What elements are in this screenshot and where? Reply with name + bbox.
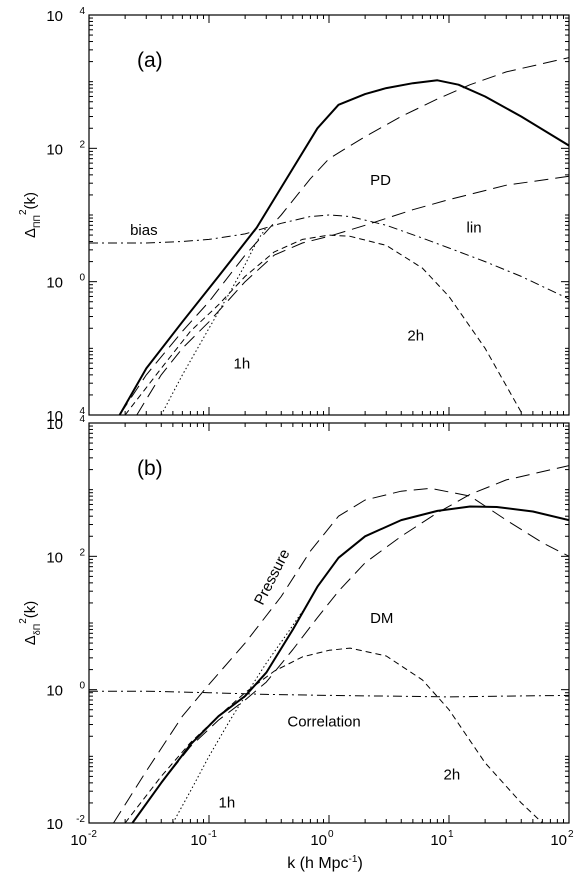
panel-label: (b): [137, 457, 163, 480]
series-line-solid: [131, 505, 569, 823]
y-tick-label-base: 10: [46, 816, 63, 833]
y-axis-label-sup: 2: [18, 209, 29, 215]
curve-annotation: 2h: [444, 766, 461, 783]
y-tick-label-base: 10: [46, 8, 63, 25]
series-line-solid: [118, 79, 569, 415]
curve-annotation: 1h: [219, 795, 236, 812]
y-axis-label-sub: δΠ: [32, 624, 42, 636]
y-tick-label-exponent: 0: [79, 681, 85, 692]
series-line-shortdash: [124, 647, 543, 823]
series-line-dotted: [160, 227, 267, 415]
series-line-longdash: [131, 465, 569, 823]
y-axis-label: ΔΠΠ2(k): [18, 192, 42, 238]
y-axis-label-sub: ΠΠ: [32, 215, 42, 228]
curve-annotation: Pressure: [251, 547, 293, 608]
y-tick-label: 10: [46, 275, 63, 292]
x-tick-label: 10: [550, 832, 567, 849]
y-tick-label-exponent: 0: [79, 273, 85, 284]
y-tick-label: 10: [46, 549, 63, 566]
y-axis-label-sup: 2: [18, 618, 29, 624]
panel-b: 10 410 210 010 -210 -2 10 -1 10 0 10 1 10 2ΔδΠ2(k)(b)…: [18, 414, 574, 849]
y-tick-label-exponent: 4: [79, 414, 85, 425]
x-tick-label-exponent: -2: [88, 829, 97, 840]
x-tick-label-exponent: 0: [328, 829, 334, 840]
y-axis-label-delta: Δ: [22, 635, 39, 645]
y-tick-label-exponent: 2: [79, 139, 85, 150]
series-line-dashdot: [89, 690, 569, 698]
y-axis-label-delta: Δ: [22, 228, 39, 238]
x-axis-label-text: k (h Mpc: [287, 855, 348, 872]
y-axis-label: ΔδΠ2(k): [18, 601, 42, 646]
x-tick-label-exponent: 1: [448, 829, 454, 840]
y-tick-label: 10: [46, 816, 63, 833]
y-tick-label-exponent: 2: [79, 547, 85, 558]
curve-annotation: Correlation: [287, 714, 360, 731]
y-tick-label: 10: [46, 683, 63, 700]
curve-annotation: PD: [370, 172, 391, 189]
series-line-dashdot: [89, 214, 569, 300]
curve-annotation: DM: [370, 610, 393, 627]
y-tick-label-base: 10: [46, 683, 63, 700]
curve-annotation: 1h: [233, 355, 250, 372]
x-tick-label-exponent: 2: [568, 829, 574, 840]
x-axis-label-sup: -1: [349, 854, 358, 865]
x-tick-label: 10: [430, 832, 447, 849]
x-tick-label-exponent: -1: [208, 829, 217, 840]
y-tick-label: 10: [46, 408, 63, 425]
series-line-shortdash: [124, 234, 522, 415]
series-line-longdash: [119, 57, 569, 415]
plot-frame: [88, 422, 570, 824]
x-tick-label: 10: [310, 832, 327, 849]
x-axis-label-close: ): [357, 855, 362, 872]
curve-annotation: bias: [130, 222, 158, 239]
y-tick-label-base: 10: [46, 416, 63, 433]
y-tick-label: 10: [46, 141, 63, 158]
x-axis-label: k (h Mpc-1): [287, 854, 363, 872]
series-group: [89, 57, 569, 415]
series-line-longdash: [136, 175, 569, 415]
x-tick-label: 10: [70, 832, 87, 849]
y-tick-label-exponent: -2: [76, 814, 85, 825]
curve-annotation: 2h: [407, 328, 424, 345]
curve-annotation: lin: [467, 219, 482, 236]
x-axis: k (h Mpc-1): [287, 854, 363, 872]
y-tick-label: 10: [46, 8, 63, 25]
y-tick-label-exponent: 4: [79, 6, 85, 17]
series-group: [89, 465, 569, 823]
y-axis-label-arg: (k): [22, 601, 39, 619]
y-tick-label-base: 10: [46, 275, 63, 292]
panel-label: (a): [137, 49, 163, 72]
y-tick-label-exponent: 4: [79, 406, 85, 417]
y-tick-label: 10: [46, 416, 63, 433]
x-tick-label: 10: [190, 832, 207, 849]
y-tick-label-base: 10: [46, 549, 63, 566]
y-tick-label-base: 10: [46, 408, 63, 425]
y-axis-label-arg: (k): [22, 192, 39, 210]
series-line-longdash: [113, 487, 569, 823]
series-line-dotted: [172, 611, 303, 823]
y-tick-label-base: 10: [46, 141, 63, 158]
